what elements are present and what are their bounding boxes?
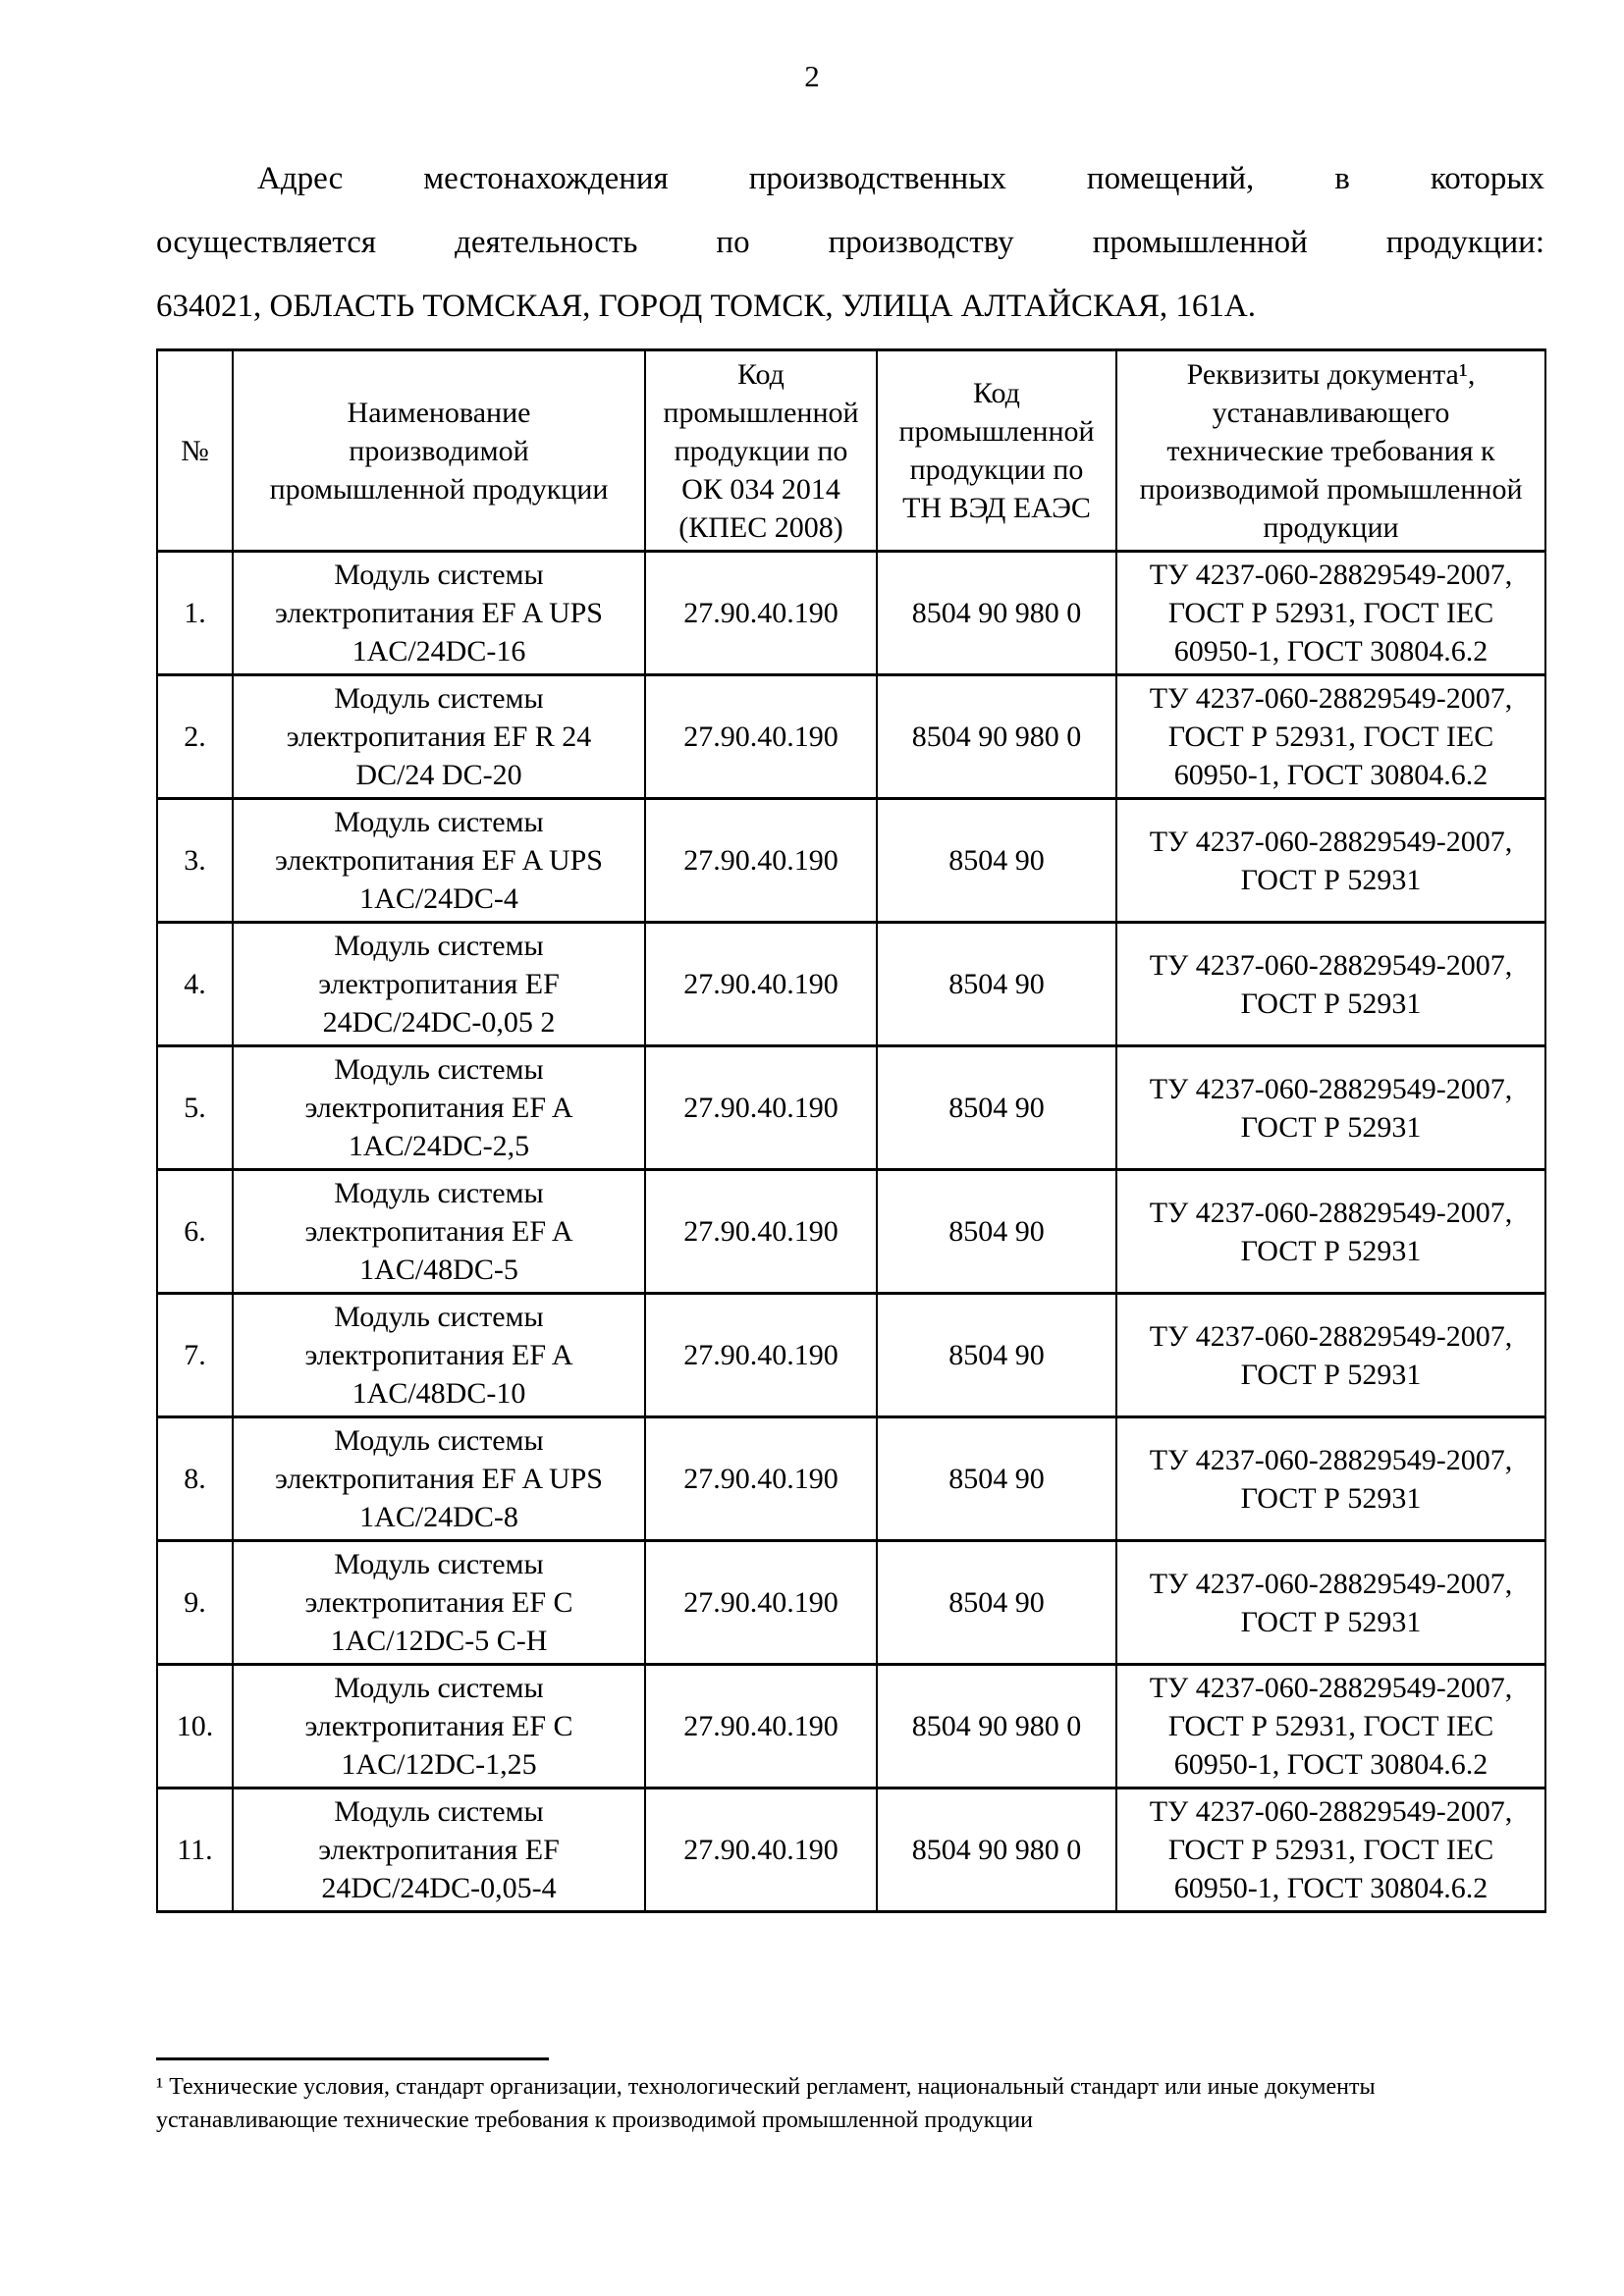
okpd-code-cell: 27.90.40.190 <box>644 1539 878 1666</box>
product-name-cell: Модуль системы электропитания EF C 1AC/1… <box>232 1663 646 1789</box>
product-name-cell: Модуль системы электропитания EF A UPS 1… <box>232 550 646 676</box>
table-row: 1. Модуль системы электропитания EF A UP… <box>156 550 1546 676</box>
doc-requisites-cell: ТУ 4237-060-28829549-2007, ГОСТ Р 52931,… <box>1115 673 1546 800</box>
okpd-code-cell: 27.90.40.190 <box>644 673 878 800</box>
row-number-cell: 6. <box>156 1168 234 1295</box>
product-name-cell: Модуль системы электропитания EF A 1AC/2… <box>232 1044 646 1171</box>
doc-requisites-cell: ТУ 4237-060-28829549-2007, ГОСТ Р 52931,… <box>1115 1787 1546 1913</box>
intro-line-1: Адрес местонахождения производственных п… <box>257 161 1544 196</box>
doc-requisites-cell: ТУ 4237-060-28829549-2007, ГОСТ Р 52931,… <box>1115 550 1546 676</box>
doc-requisites-cell: ТУ 4237-060-28829549-2007, ГОСТ Р 52931 <box>1115 1168 1546 1295</box>
tnved-code-cell: 8504 90 980 0 <box>876 1787 1117 1913</box>
okpd-code-cell: 27.90.40.190 <box>644 1415 878 1542</box>
tnved-code-cell: 8504 90 980 0 <box>876 673 1117 800</box>
okpd-code-cell: 27.90.40.190 <box>644 1292 878 1418</box>
row-number-cell: 3. <box>156 797 234 924</box>
table-row: 8. Модуль системы электропитания EF A UP… <box>156 1415 1546 1542</box>
col-header-number: № <box>156 348 234 553</box>
tnved-code-cell: 8504 90 <box>876 1044 1117 1171</box>
table-row: 11. Модуль системы электропитания EF 24D… <box>156 1787 1546 1913</box>
intro-line-3-address: 634021, ОБЛАСТЬ ТОМСКАЯ, ГОРОД ТОМСК, УЛ… <box>156 289 1256 324</box>
footnote-separator-rule <box>156 2057 549 2060</box>
row-number-cell: 4. <box>156 921 234 1047</box>
doc-requisites-cell: ТУ 4237-060-28829549-2007, ГОСТ Р 52931 <box>1115 797 1546 924</box>
table-row: 6. Модуль системы электропитания EF A 1A… <box>156 1168 1546 1295</box>
col-header-product-name: Наименование производимой промышленной п… <box>232 348 646 553</box>
okpd-code-cell: 27.90.40.190 <box>644 1787 878 1913</box>
row-number-cell: 8. <box>156 1415 234 1542</box>
tnved-code-cell: 8504 90 <box>876 797 1117 924</box>
okpd-code-cell: 27.90.40.190 <box>644 1044 878 1171</box>
tnved-code-cell: 8504 90 980 0 <box>876 1663 1117 1789</box>
row-number-cell: 2. <box>156 673 234 800</box>
table-header-row: № Наименование производимой промышленной… <box>156 348 1546 553</box>
intro-paragraph: Адрес местонахождения производственных п… <box>156 147 1544 339</box>
col-header-doc-requisites: Реквизиты документа¹, устанавливающего т… <box>1115 348 1546 553</box>
tnved-code-cell: 8504 90 <box>876 1292 1117 1418</box>
intro-line-2: осуществляется деятельность по производс… <box>156 225 1544 260</box>
product-name-cell: Модуль системы электропитания EF A UPS 1… <box>232 797 646 924</box>
table-row: 2. Модуль системы электропитания EF R 24… <box>156 673 1546 800</box>
tnved-code-cell: 8504 90 <box>876 1415 1117 1542</box>
okpd-code-cell: 27.90.40.190 <box>644 1168 878 1295</box>
doc-requisites-cell: ТУ 4237-060-28829549-2007, ГОСТ Р 52931 <box>1115 1539 1546 1666</box>
product-name-cell: Модуль системы электропитания EF 24DC/24… <box>232 921 646 1047</box>
doc-requisites-cell: ТУ 4237-060-28829549-2007, ГОСТ Р 52931 <box>1115 1044 1546 1171</box>
footnote-text: ¹ Технические условия, стандарт организа… <box>156 2074 1376 2133</box>
page-number: 2 <box>804 59 820 93</box>
doc-requisites-cell: ТУ 4237-060-28829549-2007, ГОСТ Р 52931 <box>1115 1292 1546 1418</box>
tnved-code-cell: 8504 90 <box>876 1539 1117 1666</box>
product-name-cell: Модуль системы электропитания EF C 1AC/1… <box>232 1539 646 1666</box>
table-row: 4. Модуль системы электропитания EF 24DC… <box>156 921 1546 1047</box>
okpd-code-cell: 27.90.40.190 <box>644 1663 878 1789</box>
tnved-code-cell: 8504 90 980 0 <box>876 550 1117 676</box>
row-number-cell: 1. <box>156 550 234 676</box>
product-name-cell: Модуль системы электропитания EF A 1AC/4… <box>232 1168 646 1295</box>
products-table: № Наименование производимой промышленной… <box>156 348 1546 1913</box>
row-number-cell: 9. <box>156 1539 234 1666</box>
tnved-code-cell: 8504 90 <box>876 921 1117 1047</box>
row-number-cell: 11. <box>156 1787 234 1913</box>
col-header-tnved-code: Код промышленной продукции по ТН ВЭД ЕАЭ… <box>876 348 1117 553</box>
okpd-code-cell: 27.90.40.190 <box>644 797 878 924</box>
table-row: 7. Модуль системы электропитания EF A 1A… <box>156 1292 1546 1418</box>
doc-requisites-cell: ТУ 4237-060-28829549-2007, ГОСТ Р 52931 <box>1115 921 1546 1047</box>
product-name-cell: Модуль системы электропитания EF R 24 DC… <box>232 673 646 800</box>
col-header-okpd-code: Код промышленной продукции по ОК 034 201… <box>644 348 878 553</box>
row-number-cell: 5. <box>156 1044 234 1171</box>
doc-requisites-cell: ТУ 4237-060-28829549-2007, ГОСТ Р 52931 <box>1115 1415 1546 1542</box>
table-row: 3. Модуль системы электропитания EF A UP… <box>156 797 1546 924</box>
table-row: 10. Модуль системы электропитания EF C 1… <box>156 1663 1546 1789</box>
product-name-cell: Модуль системы электропитания EF A UPS 1… <box>232 1415 646 1542</box>
tnved-code-cell: 8504 90 <box>876 1168 1117 1295</box>
table-row: 9. Модуль системы электропитания EF C 1A… <box>156 1539 1546 1666</box>
product-name-cell: Модуль системы электропитания EF 24DC/24… <box>232 1787 646 1913</box>
product-name-cell: Модуль системы электропитания EF A 1AC/4… <box>232 1292 646 1418</box>
row-number-cell: 10. <box>156 1663 234 1789</box>
okpd-code-cell: 27.90.40.190 <box>644 550 878 676</box>
okpd-code-cell: 27.90.40.190 <box>644 921 878 1047</box>
doc-requisites-cell: ТУ 4237-060-28829549-2007, ГОСТ Р 52931,… <box>1115 1663 1546 1789</box>
table-row: 5. Модуль системы электропитания EF A 1A… <box>156 1044 1546 1171</box>
row-number-cell: 7. <box>156 1292 234 1418</box>
